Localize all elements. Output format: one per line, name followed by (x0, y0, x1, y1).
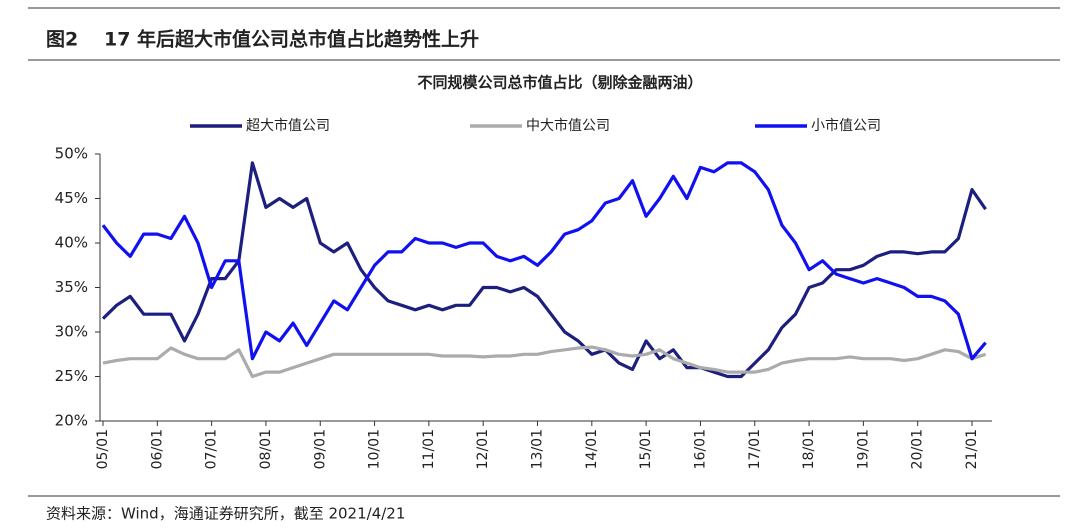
x-tick-label: 12/01 (475, 429, 491, 469)
x-tick-label: 14/01 (584, 429, 600, 469)
source: 资料来源：Wind，海通证券研究所，截至 2021/4/21 (46, 505, 405, 523)
y-tick-label: 45% (55, 189, 88, 207)
x-tick-label: 10/01 (367, 429, 383, 469)
y-tick-label: 35% (55, 278, 88, 296)
x-tick-label: 11/01 (421, 429, 437, 469)
legend-label: 小市值公司 (811, 117, 881, 134)
x-tick-label: 07/01 (204, 429, 220, 469)
x-tick-label: 18/01 (801, 429, 817, 469)
series-line (101, 161, 987, 361)
x-tick-label: 06/01 (149, 429, 165, 469)
chart-title: 17 年后超大市值公司总市值占比趋势性上升 (104, 28, 479, 51)
x-tick-label: 20/01 (910, 429, 926, 469)
x-tick-label: 17/01 (747, 429, 763, 469)
x-tick-label: 15/01 (638, 429, 654, 469)
chart-subtitle: 不同规模公司总市值占比（剔除金融两油） (417, 74, 702, 92)
y-tick-label: 30% (55, 323, 88, 341)
x-tick-label: 09/01 (312, 429, 328, 469)
y-tick-label: 25% (55, 367, 88, 385)
series-line (101, 161, 987, 379)
x-tick-label: 08/01 (258, 429, 274, 469)
x-tick-label: 19/01 (855, 429, 871, 469)
legend-label: 超大市值公司 (246, 117, 330, 134)
y-tick-label: 40% (55, 234, 88, 252)
legend-label: 中大市值公司 (526, 117, 610, 134)
x-tick-label: 16/01 (692, 429, 708, 469)
x-tick-label: 13/01 (530, 429, 546, 469)
series-line (102, 345, 987, 379)
y-tick-label: 20% (55, 412, 88, 430)
y-tick-label: 50% (55, 145, 88, 163)
x-tick-label: 21/01 (964, 429, 980, 469)
x-tick-label: 05/01 (95, 429, 111, 469)
figure-label: 图2 (46, 29, 78, 51)
